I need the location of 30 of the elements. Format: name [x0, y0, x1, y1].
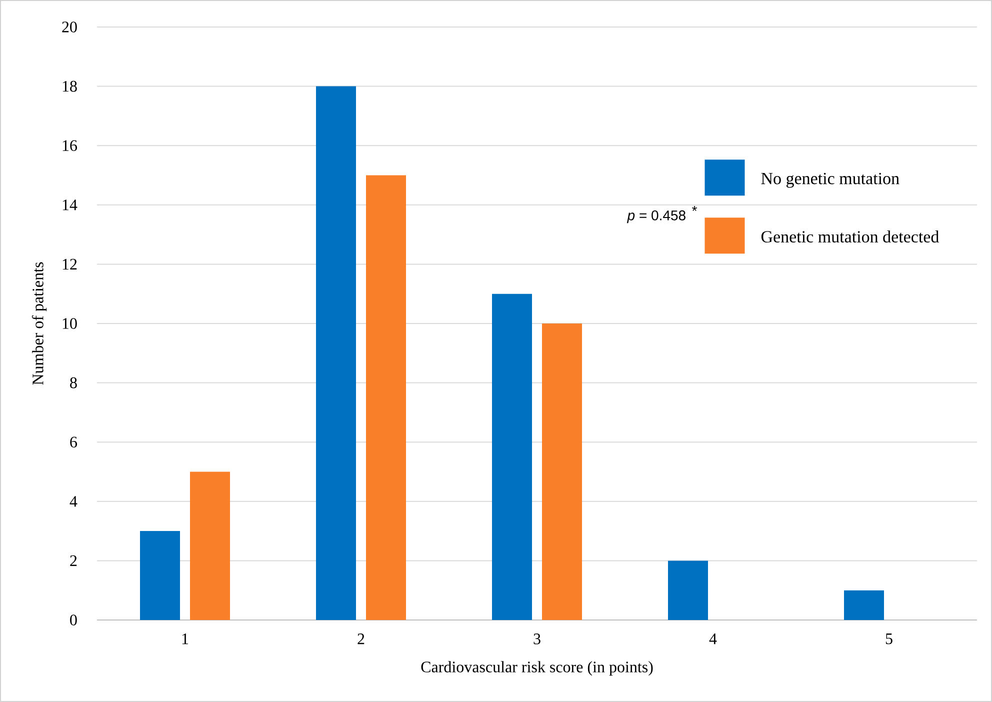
legend-label: No genetic mutation [761, 172, 900, 188]
y-tick-label: 14 [62, 200, 78, 210]
bar [542, 323, 582, 620]
y-tick-label: 6 [70, 436, 77, 448]
bar [844, 590, 884, 620]
x-tick-label: 5 [886, 634, 892, 644]
bar [492, 294, 532, 620]
y-tick-label: 2 [70, 555, 77, 566]
x-tick-label: 4 [709, 634, 717, 644]
bar [366, 175, 406, 620]
bar [668, 560, 708, 620]
y-tick-label: 20 [62, 22, 77, 32]
x-tick-label: 1 [182, 634, 188, 644]
annotation: * [692, 206, 698, 211]
bar [316, 86, 356, 620]
y-tick-label: 18 [62, 80, 77, 92]
legend-label: Genetic mutation detected [761, 230, 940, 243]
y-tick-label: 16 [62, 140, 77, 151]
x-tick-label: 3 [534, 634, 540, 644]
y-tick-label: 4 [70, 496, 78, 507]
annotation: p = 0.458 [626, 210, 686, 224]
y-axis-title: Number of patients [32, 262, 47, 385]
y-tick-label: 12 [62, 258, 77, 270]
x-tick-label: 2 [358, 634, 364, 644]
x-axis-title: Cardiovascular risk score (in points) [421, 661, 653, 676]
y-tick-label: 8 [70, 377, 77, 388]
y-tick-label: 10 [62, 318, 77, 329]
y-tick-label: 0 [70, 614, 77, 626]
bar [190, 472, 230, 620]
bar [140, 531, 180, 620]
